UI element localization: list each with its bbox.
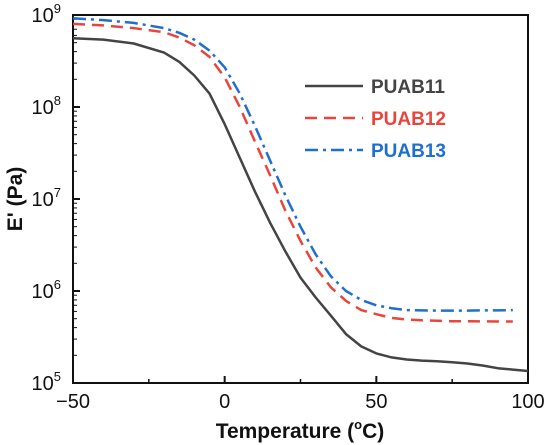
legend-label-puab12: PUAB12 — [371, 109, 446, 130]
y-axis-title: E' (Pa) — [4, 167, 27, 232]
x-tick-label: 50 — [365, 391, 387, 413]
x-axis-title: Temperature (oC) — [216, 417, 385, 443]
y-tick-label: 107 — [32, 185, 61, 211]
x-tick-label: −50 — [56, 391, 90, 413]
series-line-puab13 — [72, 17, 513, 312]
y-tick-label: 106 — [32, 277, 61, 303]
series-line-puab11 — [72, 36, 529, 373]
legend-label-puab13: PUAB13 — [371, 141, 446, 162]
y-tick-label: 109 — [32, 1, 61, 27]
legend: PUAB11 PUAB12 PUAB13 — [305, 77, 446, 162]
legend-label-puab11: PUAB11 — [371, 77, 445, 98]
x-tick-label: 0 — [219, 391, 230, 413]
plot-frame — [72, 14, 529, 384]
series-layer — [72, 17, 529, 373]
y-axis-ticks: 105 106 107 108 109 — [32, 1, 80, 395]
x-tick-label: 100 — [511, 391, 544, 413]
y-tick-label: 108 — [32, 93, 61, 119]
series-line-puab12 — [72, 22, 513, 323]
x-axis-ticks: −50 0 50 100 — [56, 376, 545, 413]
y-tick-label: 105 — [32, 369, 61, 395]
